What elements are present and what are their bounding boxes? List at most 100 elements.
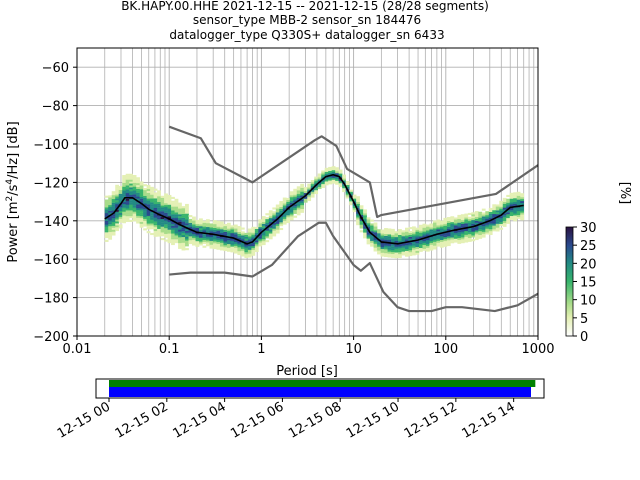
ppsd-bin: [373, 243, 378, 246]
ppsd-bin: [240, 244, 245, 247]
ppsd-bin: [506, 212, 511, 215]
ppsd-bin: [188, 241, 193, 245]
ppsd-bin: [181, 206, 186, 209]
ppsd-bin: [118, 187, 123, 191]
ppsd-bin: [132, 215, 137, 218]
ppsd-bin: [453, 234, 458, 237]
ppsd-bin: [157, 203, 161, 206]
ppsd-bin: [268, 217, 273, 221]
noise-model-high-line: [168, 125, 538, 219]
ppsd-bin: [471, 216, 476, 219]
ppsd-bin: [446, 243, 451, 247]
ppsd-bin: [363, 228, 367, 231]
ppsd-bin: [314, 178, 319, 181]
ppsd-bin: [359, 214, 364, 218]
ppsd-bin: [254, 244, 259, 247]
ppsd-bin: [296, 197, 301, 200]
ppsd-bin: [520, 197, 525, 200]
ppsd-bin: [478, 229, 483, 232]
ppsd-bin: [387, 232, 392, 235]
ppsd-bin: [185, 219, 189, 222]
ppsd-bin: [167, 210, 172, 213]
ppsd-bin: [104, 222, 109, 225]
ppsd-bin: [485, 230, 490, 233]
ppsd-bin: [275, 216, 280, 219]
ppsd-bin: [199, 241, 203, 244]
ppsd-bin: [502, 217, 507, 220]
ppsd-bin: [181, 248, 186, 251]
ppsd-bin: [202, 245, 207, 248]
ppsd-bin: [394, 256, 399, 259]
ppsd-bin: [345, 196, 350, 199]
ppsd-bin: [122, 211, 127, 214]
ppsd-bin: [111, 200, 116, 203]
ppsd-bin: [349, 193, 353, 196]
ppsd-bin: [307, 197, 312, 200]
ppsd-bin: [394, 246, 399, 249]
ppsd-bin: [115, 194, 120, 197]
ppsd-bin: [108, 216, 113, 219]
ppsd-bin: [146, 213, 151, 216]
ppsd-bin: [167, 200, 172, 203]
ppsd-bin: [108, 224, 113, 227]
ppsd-bin: [495, 206, 500, 209]
ppsd-bin: [429, 229, 434, 232]
ppsd-bin: [230, 246, 235, 249]
ppsd-bin: [499, 200, 504, 203]
ppsd-bin: [129, 198, 133, 201]
ppsd-bin: [150, 202, 154, 205]
ppsd-bin: [401, 232, 406, 235]
ppsd-bin: [391, 244, 395, 247]
ppsd-bin: [125, 212, 130, 215]
ppsd-bin: [108, 201, 113, 204]
noise-model-low-line: [169, 221, 538, 313]
ppsd-bin: [509, 192, 514, 195]
ppsd-bin: [391, 228, 395, 231]
ppsd-bin: [384, 254, 388, 258]
ppsd-bin: [495, 208, 500, 211]
ppsd-bin: [108, 231, 113, 234]
ppsd-bin: [226, 234, 231, 237]
ppsd-bin: [129, 202, 133, 205]
ppsd-bin: [366, 230, 371, 233]
ppsd-bin: [363, 213, 367, 216]
ppsd-bin: [153, 226, 158, 230]
ppsd-bin: [171, 217, 175, 221]
ppsd-bin: [261, 231, 266, 234]
ppsd-bin: [394, 231, 399, 234]
ppsd-bin: [453, 232, 458, 235]
ppsd-bin: [509, 196, 514, 199]
ppsd-bin: [261, 227, 266, 230]
ppsd-bin: [453, 217, 458, 220]
ppsd-bin: [178, 235, 182, 238]
ppsd-bin: [157, 219, 161, 222]
ppsd-bin: [513, 219, 518, 222]
ppsd-bin: [464, 228, 469, 232]
ppsd-bin: [111, 219, 116, 223]
ppsd-bin: [195, 235, 200, 238]
ppsd-bin: [174, 235, 179, 238]
ppsd-bin: [240, 248, 245, 251]
ppsd-bin: [125, 183, 130, 186]
ppsd-bin: [387, 255, 392, 258]
ppsd-bin: [171, 229, 175, 232]
ppsd-bin: [467, 224, 472, 227]
timeline-bar: [109, 387, 531, 397]
ppsd-bin: [171, 227, 175, 230]
ppsd-bin: [251, 234, 256, 237]
ppsd-bin: [443, 229, 448, 232]
ppsd-bin: [237, 241, 242, 244]
ppsd-bin: [488, 225, 493, 228]
ppsd-bin: [185, 217, 189, 220]
ppsd-bin: [464, 219, 469, 222]
ppsd-bin: [139, 219, 144, 222]
ppsd-bin: [513, 209, 518, 212]
ppsd-bin: [212, 227, 217, 230]
ppsd-bin: [443, 244, 448, 247]
ppsd-bin: [108, 206, 113, 209]
ppsd-bin: [481, 229, 486, 232]
ppsd-bin: [146, 200, 151, 203]
ppsd-bin: [181, 219, 186, 222]
ppsd-bin: [286, 220, 291, 224]
ppsd-bin: [432, 224, 437, 227]
